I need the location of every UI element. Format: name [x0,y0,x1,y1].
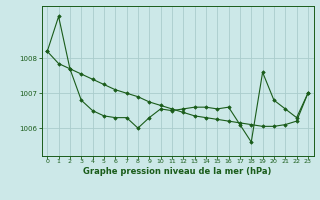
X-axis label: Graphe pression niveau de la mer (hPa): Graphe pression niveau de la mer (hPa) [84,167,272,176]
